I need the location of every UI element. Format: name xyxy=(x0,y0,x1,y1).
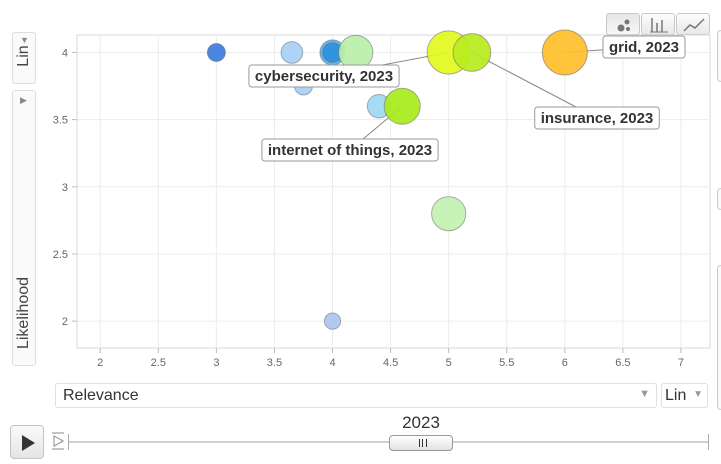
y-tick-label: 3.5 xyxy=(53,115,68,127)
x-tick-label: 3.5 xyxy=(267,357,282,369)
bubble-point[interactable] xyxy=(431,196,467,232)
annotation-label: cybersecurity, 2023 xyxy=(248,64,400,88)
annotation-box xyxy=(602,35,686,59)
chevron-down-icon: ▼ xyxy=(20,35,29,45)
x-tick-label: 5.5 xyxy=(499,357,514,369)
right-panel-edge xyxy=(717,188,721,210)
time-slider-end xyxy=(708,434,709,450)
annotation-box xyxy=(248,64,400,88)
bubble-chart: 2 2.5 3 3.5 4 4.5 5 5.5 6 6.5 7 2 2.5 3 3.5 4 cybersecu… xyxy=(53,29,711,369)
x-tick-label: 6.5 xyxy=(615,357,630,369)
annotation-text: grid, 2023 xyxy=(609,39,679,56)
y-tick-label: 2.5 xyxy=(53,249,68,261)
x-tick-label: 5 xyxy=(446,357,452,369)
x-scale-select[interactable]: Lin ▼ xyxy=(661,383,708,408)
y-tick-label: 3 xyxy=(62,182,68,194)
x-metric-select[interactable]: Relevance ▼ xyxy=(55,383,657,408)
x-tick-label: 4 xyxy=(329,357,335,369)
chevron-down-icon: ▼ xyxy=(639,388,650,400)
bubble-point[interactable] xyxy=(452,33,492,72)
x-tick-label: 3 xyxy=(213,357,219,369)
bubble-point[interactable] xyxy=(541,29,588,76)
y-tick-label: 2 xyxy=(62,316,68,328)
annotation-box xyxy=(261,138,439,162)
slider-grip-icon xyxy=(419,439,427,447)
right-panel-edge xyxy=(717,30,721,82)
bubble-point[interactable] xyxy=(338,34,374,71)
bubble-point[interactable] xyxy=(383,87,421,125)
x-tick-label: 7 xyxy=(678,357,684,369)
right-panel-edge xyxy=(717,265,721,410)
bubble-chart-icon xyxy=(617,19,630,32)
time-label: 2023 xyxy=(402,413,440,432)
play-icon xyxy=(22,435,35,451)
speed-control[interactable] xyxy=(49,431,67,451)
annotation-label: insurance, 2023 xyxy=(534,106,660,130)
time-slider-track[interactable] xyxy=(68,441,708,443)
x-tick-label: 2 xyxy=(97,357,103,369)
bubble-point[interactable] xyxy=(280,41,304,64)
line-chart-icon xyxy=(683,18,705,32)
y-metric-select[interactable]: ▶ Likelihood xyxy=(12,90,36,366)
bar-chart-button[interactable] xyxy=(641,13,675,35)
x-metric-label: Relevance xyxy=(63,387,139,404)
speed-icon xyxy=(52,432,65,450)
chevron-right-icon: ▶ xyxy=(20,95,27,105)
bubble-point[interactable] xyxy=(323,312,342,330)
x-scale-label: Lin xyxy=(665,387,687,404)
chevron-down-icon: ▼ xyxy=(693,389,703,400)
time-slider-start xyxy=(68,434,69,450)
annotation-box xyxy=(534,106,660,130)
play-button[interactable] xyxy=(10,425,44,459)
annotation-label: grid, 2023 xyxy=(602,35,686,59)
time-slider-thumb[interactable] xyxy=(389,435,453,451)
x-tick-label: 2.5 xyxy=(151,357,166,369)
annotation-text: insurance, 2023 xyxy=(541,110,654,127)
y-tick-label: 4 xyxy=(62,47,68,59)
y-scale-select[interactable]: ▼ Lin xyxy=(12,32,36,84)
annotation-label: internet of things, 2023 xyxy=(261,138,439,162)
bubble-point[interactable] xyxy=(206,42,226,62)
annotation-text: cybersecurity, 2023 xyxy=(255,68,393,85)
bar-chart-icon xyxy=(650,18,668,33)
annotation-text: internet of things, 2023 xyxy=(268,142,432,159)
x-tick-label: 6 xyxy=(562,357,568,369)
x-tick-label: 4.5 xyxy=(383,357,398,369)
